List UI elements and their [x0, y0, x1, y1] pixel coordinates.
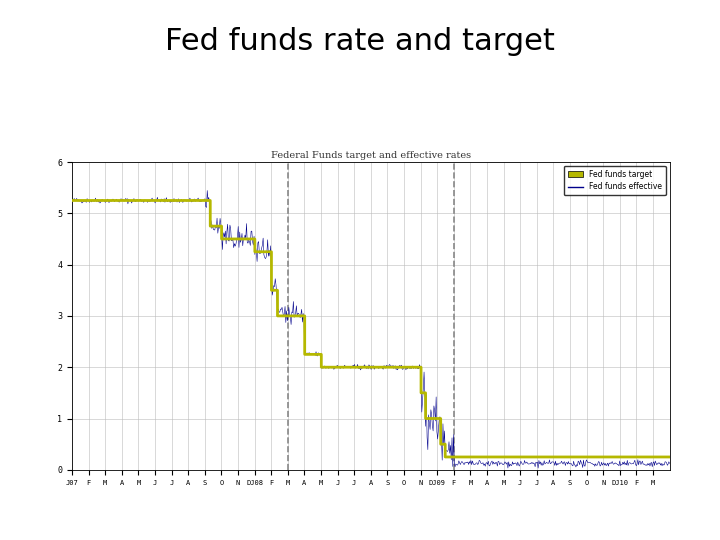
Text: Fed funds rate and target: Fed funds rate and target [165, 27, 555, 56]
Legend: Fed funds target, Fed funds effective: Fed funds target, Fed funds effective [564, 166, 666, 195]
Title: Federal Funds target and effective rates: Federal Funds target and effective rates [271, 151, 471, 160]
